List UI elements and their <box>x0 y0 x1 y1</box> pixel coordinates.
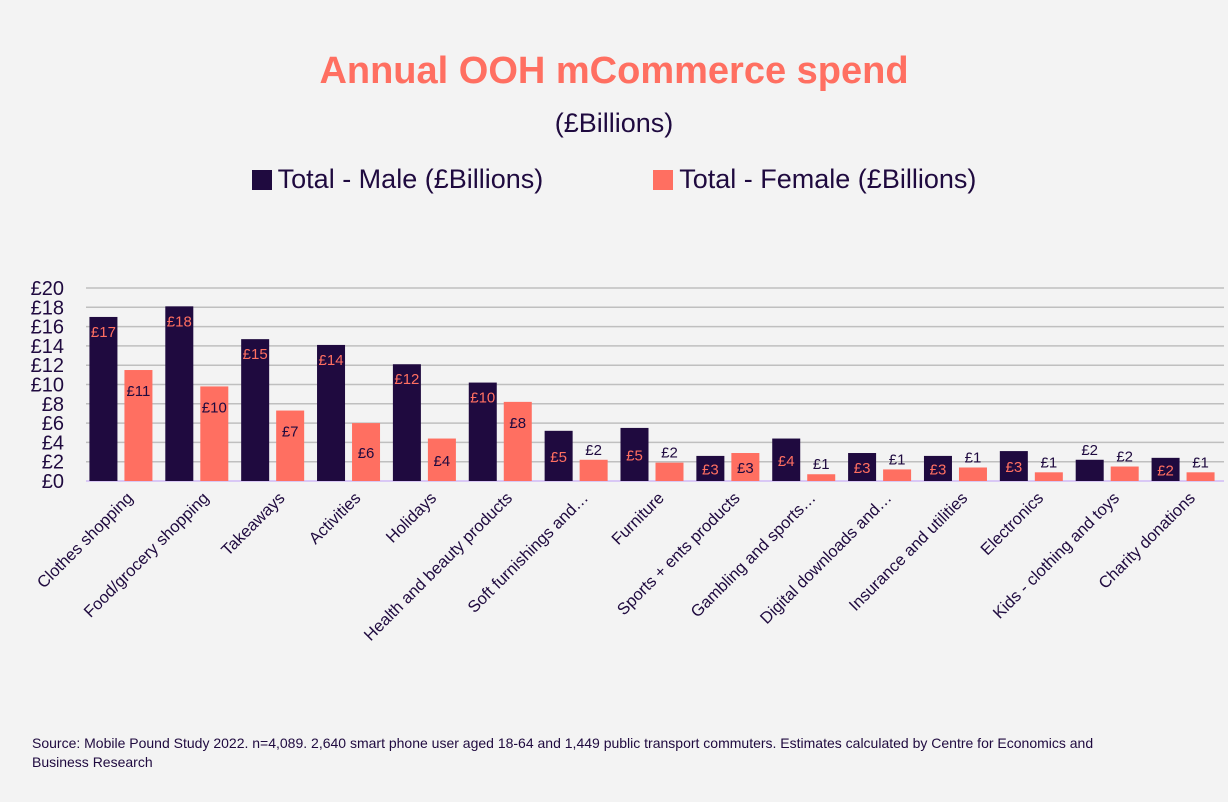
data-label: £1 <box>965 449 982 466</box>
data-label: £5 <box>626 447 643 464</box>
bar-female <box>276 410 305 481</box>
y-tick-label: £4 <box>42 432 64 454</box>
data-label: £2 <box>585 442 602 459</box>
x-tick-label: Takeaways <box>218 489 288 559</box>
chart-title: Annual OOH mCommerce spend <box>319 50 909 92</box>
bar-male <box>392 364 421 481</box>
bar-male <box>620 427 649 481</box>
bar-male <box>1075 459 1104 481</box>
data-label: £8 <box>509 415 526 432</box>
data-label: £3 <box>930 461 947 478</box>
data-label: £4 <box>434 453 451 470</box>
bar-female <box>731 453 760 481</box>
chart-subtitle: (£Billions) <box>554 108 674 138</box>
bar-female <box>1186 472 1215 481</box>
source-note: Source: Mobile Pound Study 2022. n=4,089… <box>32 735 1094 770</box>
data-label: £1 <box>813 456 830 473</box>
bar-male <box>848 453 877 481</box>
y-tick-label: £10 <box>31 375 64 397</box>
data-label: £2 <box>1116 449 1133 466</box>
bar-male <box>923 455 952 481</box>
data-label: £10 <box>202 399 227 416</box>
data-label: £15 <box>243 346 268 363</box>
x-tick-label: Gambling and sports… <box>688 489 820 621</box>
bar-male <box>999 451 1028 481</box>
x-tick-label: Activities <box>306 489 365 548</box>
y-tick-label: £2 <box>42 452 64 474</box>
y-tick-label: £14 <box>31 336 64 358</box>
data-label: £3 <box>702 461 719 478</box>
legend: Total - Male (£Billions) Total - Female … <box>0 164 1228 195</box>
data-label: £2 <box>661 445 678 462</box>
data-label: £3 <box>737 460 754 477</box>
data-label: £6 <box>358 445 375 462</box>
bar-male <box>89 316 118 481</box>
legend-label-female: Total - Female (£Billions) <box>679 164 977 194</box>
bar-female <box>883 469 912 481</box>
bar-female <box>352 423 381 481</box>
bar-male <box>696 455 725 481</box>
x-tick-label: Food/grocery shopping <box>81 489 213 621</box>
y-tick-label: £20 <box>31 278 64 300</box>
legend-item-female: Total - Female (£Billions) <box>653 164 976 195</box>
bar-female <box>124 370 153 481</box>
x-tick-label: Health and beauty products <box>361 489 516 644</box>
y-tick-label: £16 <box>31 317 64 339</box>
x-tick-label: Digital downloads and… <box>757 489 896 628</box>
bar-male <box>165 306 194 481</box>
data-label: £3 <box>854 460 871 477</box>
bar-female <box>807 474 836 481</box>
data-label: £7 <box>282 424 299 441</box>
data-label: £1 <box>1192 454 1209 471</box>
data-label: £1 <box>889 451 906 468</box>
data-label: £12 <box>394 371 419 388</box>
data-label: £18 <box>167 313 192 330</box>
bar-male <box>544 430 573 481</box>
bar-male <box>772 438 801 481</box>
bar-male <box>317 344 346 481</box>
bar-female <box>1110 466 1139 481</box>
legend-swatch-male <box>251 169 272 190</box>
data-label: £17 <box>91 324 116 341</box>
bar-female <box>958 467 987 481</box>
y-tick-label: £18 <box>31 297 64 319</box>
y-tick-label: £8 <box>42 394 64 416</box>
data-label: £2 <box>1157 462 1174 479</box>
y-tick-label: £6 <box>42 413 64 435</box>
legend-swatch-female <box>653 169 674 190</box>
bar-female <box>579 459 608 481</box>
data-label: £14 <box>319 352 344 369</box>
bar-female <box>427 438 456 481</box>
bar-male <box>241 339 270 481</box>
data-label: £3 <box>1005 459 1022 476</box>
bar-female <box>200 386 229 481</box>
bar-female <box>1034 472 1063 481</box>
x-tick-label: Furniture <box>608 489 667 548</box>
data-label: £1 <box>1040 454 1057 471</box>
x-tick-label: Kids - clothing and toys <box>990 489 1123 622</box>
data-label: £5 <box>550 449 567 466</box>
x-tick-label: Holidays <box>383 489 440 546</box>
x-tick-label: Sports + ents products <box>614 489 744 619</box>
data-label: £4 <box>778 453 795 470</box>
data-label: £2 <box>1081 442 1098 459</box>
x-tick-label: Electronics <box>977 489 1047 559</box>
y-tick-label: £12 <box>31 355 64 377</box>
legend-item-male: Total - Male (£Billions) <box>251 164 544 195</box>
y-tick-label: £0 <box>42 471 64 493</box>
bar-male <box>1151 457 1180 481</box>
bar-male <box>468 382 497 481</box>
legend-label-male: Total - Male (£Billions) <box>277 164 544 194</box>
bar-female <box>503 401 532 481</box>
data-label: £11 <box>126 383 150 400</box>
bar-chart: £0£2£4£6£8£10£12£14£16£18£20£17£11Clothe… <box>31 278 1224 645</box>
data-label: £10 <box>470 390 495 407</box>
bar-female <box>655 462 684 481</box>
